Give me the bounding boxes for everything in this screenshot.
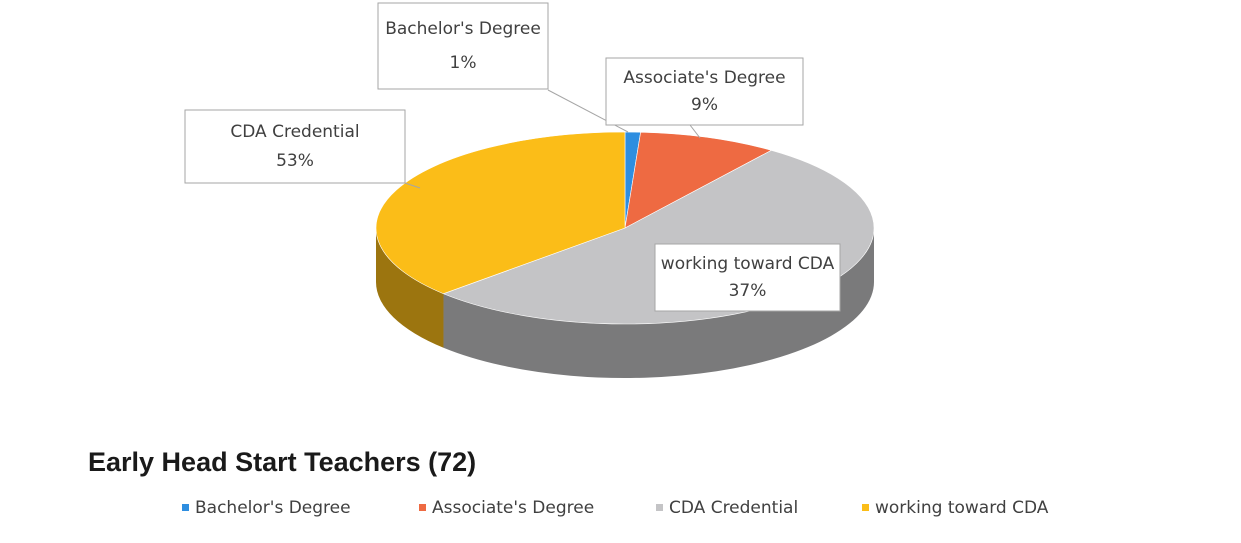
- pie-slice-side: [376, 228, 444, 348]
- data-label-name: Associate's Degree: [623, 68, 785, 88]
- legend-marker: [656, 504, 663, 511]
- pie-slice: [375, 131, 626, 295]
- legend-label: Associate's Degree: [432, 498, 594, 518]
- data-label-box: [184, 109, 406, 184]
- data-label-name: working toward CDA: [661, 254, 835, 274]
- data-label-name: Bachelor's Degree: [385, 19, 541, 39]
- data-label-box: [654, 243, 841, 312]
- chart-title: Early Head Start Teachers (72): [88, 447, 476, 477]
- pie-slice: [624, 131, 773, 229]
- data-label-box: [377, 2, 549, 90]
- legend-marker: [182, 504, 189, 511]
- data-label-value: 1%: [450, 53, 477, 73]
- data-label-value: 9%: [691, 95, 718, 115]
- legend-label: working toward CDA: [875, 498, 1049, 518]
- leader-line: [689, 124, 701, 139]
- leader-line: [404, 182, 421, 189]
- legend-marker: [419, 504, 426, 511]
- data-label-value: 53%: [276, 151, 314, 171]
- pie-slice-side: [443, 228, 874, 378]
- legend-label: CDA Credential: [669, 498, 798, 518]
- data-label-box: [605, 57, 804, 126]
- legend-marker: [862, 504, 869, 511]
- legend-label: Bachelor's Degree: [195, 498, 351, 518]
- data-label-name: CDA Credential: [230, 122, 359, 142]
- data-label-value: 37%: [729, 281, 767, 301]
